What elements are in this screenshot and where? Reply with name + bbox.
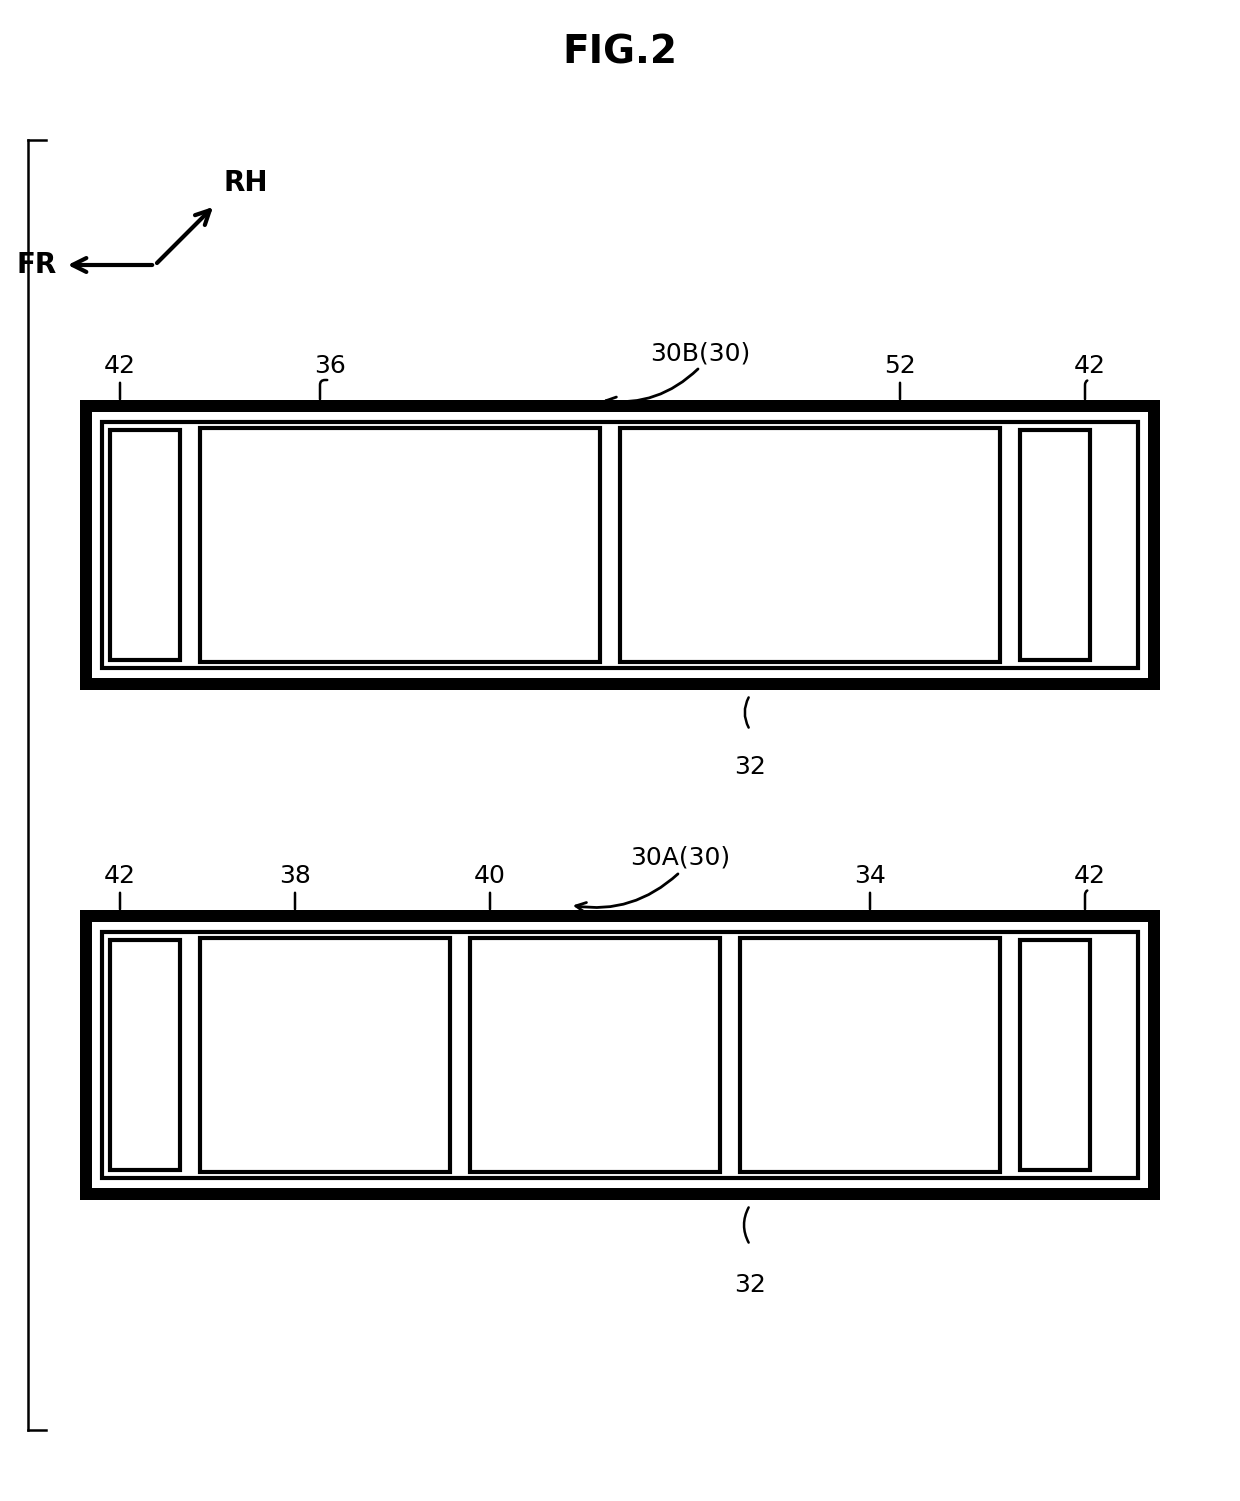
Bar bbox=[92, 411, 1148, 678]
Text: 42: 42 bbox=[104, 865, 136, 889]
Bar bbox=[620, 428, 999, 662]
Text: 52: 52 bbox=[884, 354, 916, 378]
Text: 30A(30): 30A(30) bbox=[630, 847, 730, 871]
Text: 30B(30): 30B(30) bbox=[650, 341, 750, 365]
Bar bbox=[92, 922, 1148, 1187]
Text: 40: 40 bbox=[474, 865, 506, 889]
Bar bbox=[470, 938, 720, 1172]
Bar bbox=[1021, 940, 1090, 1169]
Bar bbox=[200, 428, 600, 662]
Bar bbox=[102, 422, 1138, 668]
Bar bbox=[200, 938, 450, 1172]
Text: 42: 42 bbox=[1074, 865, 1106, 889]
Text: 36: 36 bbox=[314, 354, 346, 378]
Bar bbox=[81, 399, 1159, 690]
Bar bbox=[1021, 429, 1090, 660]
Text: 38: 38 bbox=[279, 865, 311, 889]
Bar bbox=[110, 429, 180, 660]
Text: FR: FR bbox=[17, 251, 57, 279]
Text: 42: 42 bbox=[104, 354, 136, 378]
Bar bbox=[102, 932, 1138, 1178]
Text: 34: 34 bbox=[854, 865, 885, 889]
Text: RH: RH bbox=[223, 170, 268, 197]
Text: 32: 32 bbox=[734, 755, 766, 779]
Bar bbox=[81, 910, 1159, 1199]
Text: FIG.2: FIG.2 bbox=[563, 33, 677, 71]
Bar bbox=[110, 940, 180, 1169]
Text: 42: 42 bbox=[1074, 354, 1106, 378]
Text: 32: 32 bbox=[734, 1273, 766, 1297]
Bar bbox=[740, 938, 999, 1172]
